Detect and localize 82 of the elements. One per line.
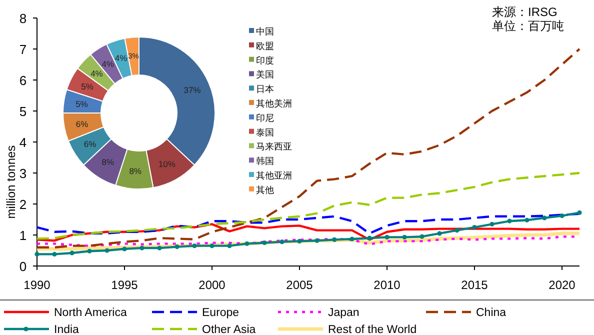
point xyxy=(210,244,214,248)
point xyxy=(472,224,477,230)
point xyxy=(297,238,302,244)
point xyxy=(507,218,512,224)
legend-label: 其他亚洲 xyxy=(256,170,292,180)
legend-label: 泰国 xyxy=(256,127,274,138)
line-series xyxy=(36,223,581,242)
point xyxy=(52,252,57,257)
point xyxy=(454,228,460,233)
data-label: 10% xyxy=(158,158,176,169)
data-label: 6% xyxy=(84,139,97,150)
y-tick-label: 2 xyxy=(19,197,27,212)
point xyxy=(367,236,372,240)
data-label: 4% xyxy=(90,68,104,78)
legend-label: North America xyxy=(54,307,128,319)
legend-label: Rest of the World xyxy=(328,324,417,335)
annotation: 单位：百万吨 xyxy=(492,19,564,33)
legend-label: 美国 xyxy=(256,70,274,80)
legend-label: 印尼 xyxy=(256,112,274,123)
x-tick-label: 1995 xyxy=(111,278,138,292)
data-label: 8% xyxy=(102,156,114,167)
legend-label: 其他美洲 xyxy=(256,98,292,108)
point xyxy=(157,246,162,250)
y-axis-title: million tonnes xyxy=(4,145,18,219)
x-tick-label: 1990 xyxy=(24,278,51,292)
y-tick-label: 6 xyxy=(19,73,27,88)
point xyxy=(577,210,582,215)
point xyxy=(140,246,144,250)
legend-label: 印度 xyxy=(256,55,274,66)
legend-label: 马来西亚 xyxy=(256,142,292,152)
point xyxy=(384,234,390,240)
data-label: 8% xyxy=(129,166,142,176)
point xyxy=(104,248,110,253)
legend-label: 中国 xyxy=(256,26,274,36)
point xyxy=(524,218,530,222)
point xyxy=(560,213,564,218)
point xyxy=(70,250,74,256)
y-tick-label: 4 xyxy=(19,135,27,150)
point xyxy=(490,222,494,226)
point xyxy=(332,237,337,242)
point xyxy=(87,248,92,254)
legend-label: Other Asia xyxy=(202,324,256,335)
y-tick-label: 7 xyxy=(19,42,27,57)
point xyxy=(420,234,424,239)
point xyxy=(244,241,250,246)
point xyxy=(350,236,354,242)
legend-label: Japan xyxy=(328,307,360,319)
point xyxy=(227,244,232,248)
data-label: 5% xyxy=(81,82,94,92)
y-tick-label: 3 xyxy=(19,166,27,181)
point xyxy=(437,231,442,236)
legend-label: 其他 xyxy=(256,184,274,195)
point xyxy=(34,252,40,257)
y-tick-label: 0 xyxy=(19,259,27,274)
x-tick-label: 2005 xyxy=(286,278,314,292)
legend-label: 韩国 xyxy=(256,156,274,166)
x-tick-label: 2000 xyxy=(198,278,226,292)
x-tick-label: 2010 xyxy=(374,278,401,292)
legend-label: China xyxy=(476,307,507,319)
data-label: 4% xyxy=(102,59,114,70)
point xyxy=(402,234,407,240)
data-label: 5% xyxy=(76,98,88,109)
data-label: 6% xyxy=(76,118,89,129)
data-label: 37% xyxy=(184,84,202,95)
x-tick-label: 2015 xyxy=(461,278,488,292)
point xyxy=(174,244,180,250)
point xyxy=(280,240,284,244)
annotation: 来源：IRSG xyxy=(492,5,558,19)
point xyxy=(314,238,320,243)
legend-label: 欧盟 xyxy=(256,40,274,51)
point xyxy=(262,240,267,246)
point xyxy=(122,246,127,252)
point xyxy=(542,216,547,220)
y-tick-label: 8 xyxy=(19,11,27,26)
x-tick-label: 2020 xyxy=(548,278,576,292)
legend-label: 日本 xyxy=(256,84,274,94)
legend-label: India xyxy=(54,324,80,335)
legend-label: Europe xyxy=(202,307,240,319)
point xyxy=(192,244,197,248)
data-label: 4% xyxy=(114,52,128,63)
y-tick-label: 5 xyxy=(19,104,27,119)
y-tick-label: 1 xyxy=(19,228,27,243)
